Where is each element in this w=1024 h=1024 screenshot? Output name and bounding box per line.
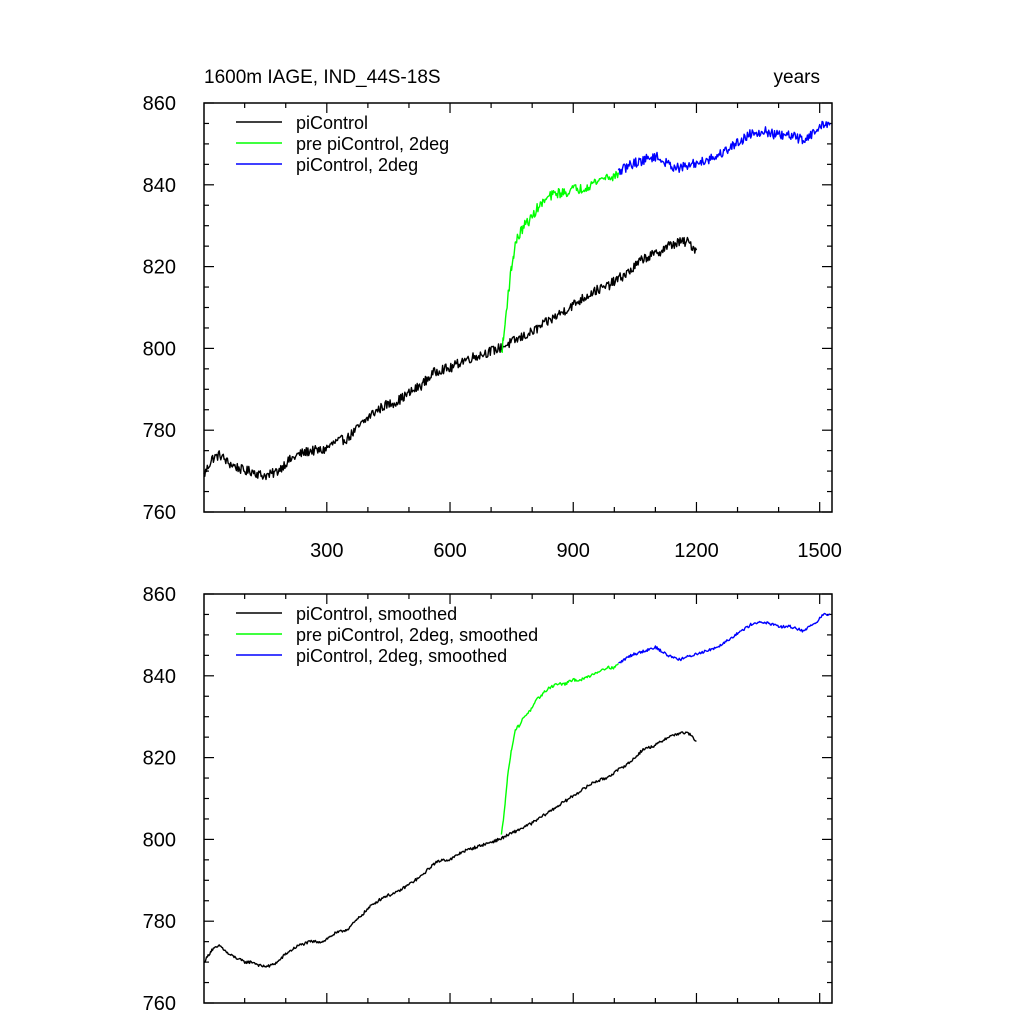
legend-label: piControl, 2deg — [296, 155, 418, 175]
y-tick-label: 860 — [143, 584, 176, 606]
y-tick-label: 820 — [143, 257, 176, 279]
y-tick-label: 840 — [143, 175, 176, 197]
x-tick-label: 1500 — [797, 540, 842, 562]
series-line — [500, 170, 620, 353]
legend-label: pre piControl, 2deg, smoothed — [296, 625, 538, 645]
legend-label: piControl, 2deg, smoothed — [296, 646, 507, 666]
chart-title: 1600m IAGE, IND_44S-18S — [204, 67, 441, 88]
x-tick-label: 1200 — [674, 540, 719, 562]
series-line — [618, 612, 831, 664]
panel-bottom: 760 780 800 820 840 860 piControl, smoothedpre… — [143, 584, 833, 1015]
panel-top: 300 600 900 1200 1500 760 780 800 820 840 860 piCon… — [143, 93, 842, 562]
legend-label: pre piControl, 2deg — [296, 134, 449, 154]
y-tick-label: 760 — [143, 502, 176, 524]
series-line — [617, 120, 831, 176]
series-line — [500, 663, 619, 835]
y-tick-label: 760 — [143, 993, 176, 1015]
y-tick-label: 820 — [143, 748, 176, 770]
x-axis-label: years — [774, 67, 820, 88]
x-tick-label: 900 — [557, 540, 590, 562]
y-tick-label: 860 — [143, 93, 176, 115]
x-tick-label: 600 — [433, 540, 466, 562]
series-line — [203, 731, 697, 968]
y-tick-label: 780 — [143, 420, 176, 442]
y-tick-label: 800 — [143, 829, 176, 851]
legend-label: piControl — [296, 113, 368, 133]
y-tick-label: 840 — [143, 666, 176, 688]
x-tick-label: 300 — [310, 540, 343, 562]
legend-label: piControl, smoothed — [296, 604, 457, 624]
y-tick-label: 780 — [143, 911, 176, 933]
y-tick-label: 800 — [143, 338, 176, 360]
series-line — [203, 236, 698, 481]
